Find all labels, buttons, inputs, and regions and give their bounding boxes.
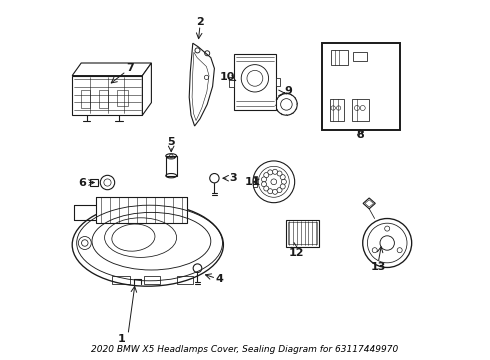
Bar: [353, 52, 368, 61]
Text: 4: 4: [216, 274, 224, 284]
Text: 10: 10: [220, 72, 235, 82]
Ellipse shape: [72, 203, 223, 286]
Bar: [117, 90, 128, 106]
Circle shape: [241, 65, 269, 92]
Text: 6: 6: [78, 177, 86, 188]
Polygon shape: [72, 63, 151, 76]
Text: 13: 13: [370, 262, 386, 272]
Bar: [352, 99, 369, 121]
Text: 7: 7: [126, 63, 134, 73]
Text: 12: 12: [289, 248, 304, 258]
Circle shape: [281, 179, 286, 184]
Text: 2020 BMW X5 Headlamps Cover, Sealing Diagram for 63117449970: 2020 BMW X5 Headlamps Cover, Sealing Dia…: [91, 345, 399, 354]
Text: 9: 9: [285, 86, 293, 96]
Bar: [234, 54, 275, 110]
Circle shape: [264, 186, 269, 191]
Bar: [330, 99, 344, 121]
Bar: [90, 179, 98, 186]
Bar: [331, 50, 347, 65]
Bar: [229, 77, 234, 87]
Circle shape: [262, 182, 267, 187]
Bar: [81, 90, 90, 108]
Circle shape: [277, 188, 282, 193]
Bar: [253, 176, 257, 187]
Circle shape: [277, 171, 282, 176]
Circle shape: [268, 189, 273, 194]
Text: 5: 5: [168, 137, 175, 147]
Circle shape: [268, 170, 273, 175]
Circle shape: [363, 219, 412, 267]
Bar: [144, 276, 160, 284]
Bar: [96, 197, 187, 223]
Bar: [322, 43, 400, 130]
Circle shape: [280, 184, 285, 189]
Circle shape: [253, 161, 294, 203]
Bar: [275, 78, 280, 86]
Bar: [166, 156, 176, 176]
Bar: [286, 220, 319, 247]
Polygon shape: [363, 198, 375, 209]
Bar: [176, 276, 193, 284]
Circle shape: [272, 189, 277, 194]
Circle shape: [262, 177, 267, 182]
Bar: [288, 222, 317, 244]
Circle shape: [280, 175, 285, 180]
Circle shape: [272, 169, 277, 174]
Polygon shape: [189, 43, 215, 126]
Text: 11: 11: [245, 177, 260, 187]
Circle shape: [264, 172, 269, 177]
Bar: [112, 276, 130, 284]
Circle shape: [100, 175, 115, 190]
Polygon shape: [143, 63, 151, 115]
Text: 3: 3: [230, 173, 237, 183]
Text: 2: 2: [196, 17, 204, 27]
Text: 1: 1: [118, 334, 126, 344]
Text: 8: 8: [356, 130, 364, 140]
Circle shape: [275, 94, 297, 115]
Bar: [99, 90, 108, 108]
Bar: [72, 76, 143, 115]
